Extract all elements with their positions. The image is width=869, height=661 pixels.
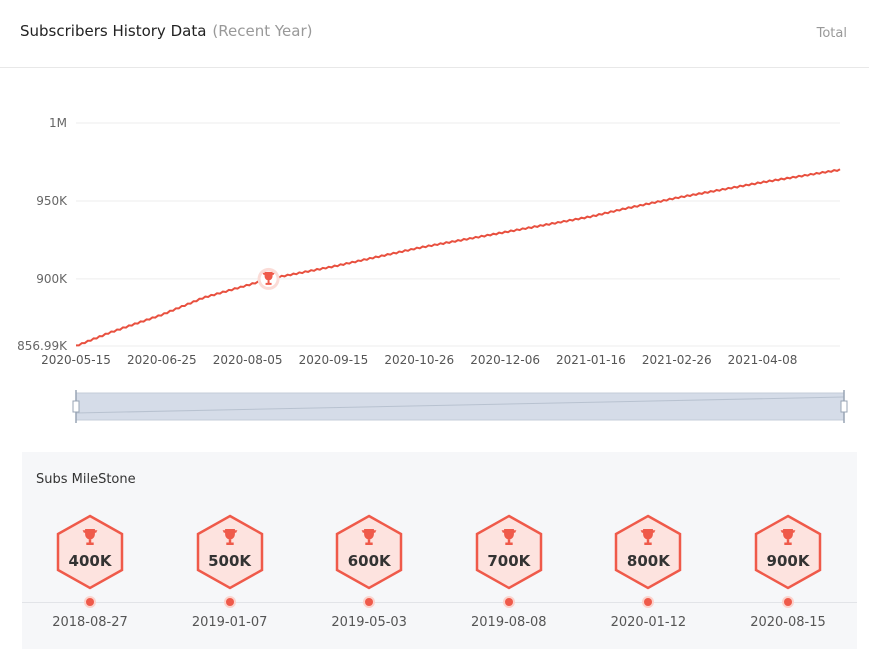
hexagon-badge-icon [754,514,822,590]
milestone-item: 700K 2019-08-08 [449,514,569,644]
x-tick-label: 2020-10-26 [384,353,454,367]
milestone-date: 2019-05-03 [331,615,407,630]
hexagon-badge-icon [56,514,124,590]
x-axis: 2020-05-15 2020-06-25 2020-08-05 2020-09-15… [41,353,797,367]
title-period: (Recent Year) [212,22,313,40]
timeline-dot [784,598,792,606]
x-tick-label: 2020-08-05 [213,353,283,367]
header: Subscribers History Data (Recent Year) To… [0,0,869,68]
milestone-item: 900K 2020-08-15 [728,514,848,644]
trophy-icon [780,529,796,545]
timeline-dot [365,598,374,606]
milestone-value: 600K [347,552,391,570]
hexagon-badge-icon [475,514,543,590]
chart-grid [76,122,840,347]
trophy-icon [222,529,237,545]
hexagon-badge-icon [196,514,263,590]
milestone-item: 400K 2018-08-27 [30,514,150,644]
x-tick-label: 2020-09-15 [299,353,369,367]
y-tick-label: 950K [36,194,68,208]
timeline-dot [86,598,94,606]
milestone-item: 500K 2019-01-07 [170,514,290,644]
milestone-date: 2018-08-27 [52,615,128,630]
hexagon-badge-icon [335,514,403,590]
x-tick-label: 2020-05-15 [41,353,111,367]
y-tick-label: 900K [36,272,68,286]
timeline-dot [225,598,234,606]
slider-handle-left[interactable] [72,390,80,423]
milestone-value: 800K [626,552,670,570]
milestone-date: 2020-01-12 [610,615,687,630]
milestone-date: 2019-08-08 [471,615,547,630]
x-tick-label: 2021-04-08 [728,353,798,367]
y-tick-label: 856.99K [17,339,68,353]
trophy-icon [641,529,656,545]
y-tick-label: 1M [49,116,67,130]
milestone-title: Subs MileStone [36,472,136,487]
zoom-slider[interactable] [72,390,848,423]
page-title: Subscribers History Data (Recent Year) [20,22,312,40]
x-tick-label: 2020-06-25 [127,353,197,367]
milestone-item: 600K 2019-05-03 [309,514,429,644]
timeline-dot [644,598,653,606]
milestone-marker[interactable] [257,267,280,290]
milestone-item: 800K 2020-01-12 [588,514,708,644]
total-toggle[interactable]: Total [816,26,847,41]
timeline-dot [504,598,513,606]
trophy-icon [501,529,517,545]
slider-handle-right[interactable] [840,390,848,423]
slider-track[interactable] [75,392,845,421]
milestone-panel: Subs MileStone 400K 2018-08-27 500K 2019… [22,452,857,649]
x-tick-label: 2021-01-16 [556,353,626,367]
y-axis: 856.99K 900K 950K 1M [17,116,68,353]
trophy-icon [361,529,377,545]
milestone-date: 2020-08-15 [750,615,826,630]
milestone-timeline [22,602,857,603]
milestone-date: 2019-01-07 [191,615,268,630]
milestone-value: 400K [68,552,112,570]
milestone-value: 900K [766,552,810,570]
trophy-icon [82,529,98,545]
slider-preview-line [75,396,845,414]
trophy-icon [262,271,275,285]
title-text: Subscribers History Data [20,22,207,40]
series-line[interactable] [76,168,841,347]
hexagon-badge-icon [615,514,682,590]
x-tick-label: 2021-02-26 [642,353,712,367]
milestone-value: 700K [487,552,531,570]
milestone-markers [257,267,280,290]
milestone-value: 500K [208,552,252,570]
x-tick-label: 2020-12-06 [470,353,540,367]
